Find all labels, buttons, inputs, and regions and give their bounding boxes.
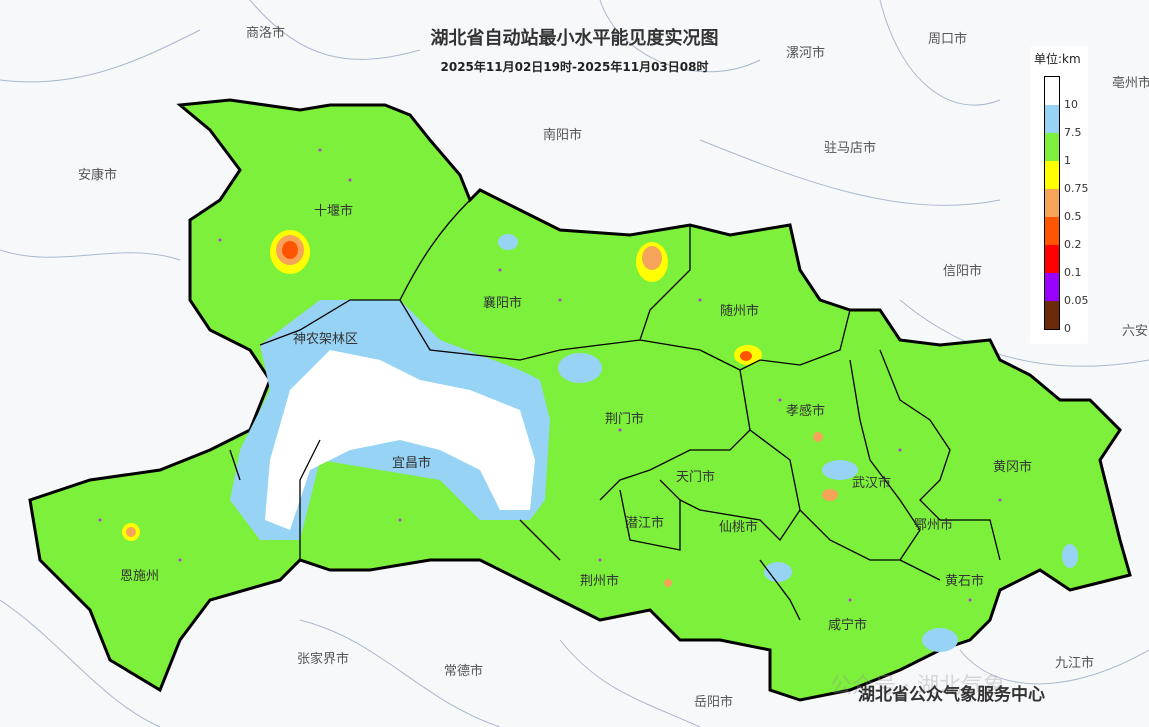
city-label: 安康市 bbox=[78, 168, 118, 183]
map-subtitle: 2025年11月02日19时-2025年11月03日08时 bbox=[440, 60, 709, 74]
city-label: 周口市 bbox=[928, 32, 968, 47]
city-label: 神农架林区 bbox=[293, 332, 359, 347]
legend-swatch bbox=[1045, 301, 1059, 329]
city-label: 武汉市 bbox=[852, 476, 892, 491]
city-label: 岳阳市 bbox=[694, 695, 734, 710]
city-label: 黄冈市 bbox=[993, 460, 1033, 475]
city-label: 九江市 bbox=[1055, 656, 1095, 671]
city-label: 黄石市 bbox=[945, 574, 985, 589]
city-label: 仙桃市 bbox=[719, 520, 759, 535]
low-visibility-spots bbox=[122, 230, 838, 587]
city-label: 天门市 bbox=[676, 470, 716, 485]
city-label: 亳州市 bbox=[1112, 76, 1149, 91]
city-label: 十堰市 bbox=[314, 204, 354, 219]
legend-swatch bbox=[1045, 245, 1059, 273]
city-label: 张家界市 bbox=[297, 652, 350, 667]
blue-spot bbox=[1062, 544, 1078, 568]
city-label: 宜昌市 bbox=[392, 456, 432, 471]
legend-tick: 0.1 bbox=[1064, 266, 1082, 279]
legend-tick: 0 bbox=[1064, 322, 1071, 335]
visibility-over-10-area bbox=[265, 350, 535, 530]
station-dots bbox=[98, 148, 1002, 602]
city-label: 常德市 bbox=[444, 664, 484, 679]
city-label: 荆门市 bbox=[605, 412, 645, 427]
legend-tick: 10 bbox=[1064, 98, 1078, 111]
city-label: 信阳市 bbox=[943, 264, 983, 279]
legend-swatch bbox=[1045, 77, 1059, 105]
city-label: 孝感市 bbox=[786, 404, 826, 419]
city-label: 商洛市 bbox=[246, 26, 286, 41]
legend-swatch bbox=[1045, 105, 1059, 133]
legend-colorbar bbox=[1044, 76, 1060, 330]
city-label: 六安 bbox=[1122, 324, 1149, 339]
map-title: 湖北省自动站最小水平能见度实况图 bbox=[430, 28, 719, 49]
city-label: 鄂州市 bbox=[914, 518, 954, 533]
legend-tick: 1 bbox=[1064, 154, 1071, 167]
legend-tick: 0.2 bbox=[1064, 238, 1082, 251]
city-label: 恩施州 bbox=[120, 569, 160, 584]
legend-tick: 0.5 bbox=[1064, 210, 1082, 223]
legend-swatch bbox=[1045, 133, 1059, 161]
city-label: 咸宁市 bbox=[828, 618, 868, 633]
blue-spot bbox=[764, 562, 792, 582]
blue-spot bbox=[498, 234, 518, 250]
watermark: 公众号 · 湖北气象 bbox=[830, 674, 1005, 699]
legend-swatch bbox=[1045, 217, 1059, 245]
blue-spot bbox=[822, 460, 858, 480]
blue-spot bbox=[558, 353, 602, 383]
legend-unit: 单位:km bbox=[1034, 52, 1081, 66]
legend-swatch bbox=[1045, 273, 1059, 301]
city-label: 潜江市 bbox=[625, 516, 665, 531]
city-label: 漯河市 bbox=[786, 46, 826, 61]
city-label: 南阳市 bbox=[543, 128, 583, 143]
legend-tick: 7.5 bbox=[1064, 126, 1082, 139]
city-label: 驻马店市 bbox=[824, 141, 877, 156]
blue-spot bbox=[922, 628, 958, 652]
footer-credit: 湖北省公众气象服务中心 bbox=[858, 685, 1045, 705]
legend-swatch bbox=[1045, 161, 1059, 189]
city-label: 随州市 bbox=[720, 304, 760, 319]
city-label: 襄阳市 bbox=[483, 296, 523, 311]
legend-tick: 0.05 bbox=[1064, 294, 1089, 307]
legend-tick: 0.75 bbox=[1064, 182, 1089, 195]
city-borders bbox=[229, 199, 1001, 621]
city-label: 荆州市 bbox=[580, 574, 620, 589]
legend-swatch bbox=[1045, 189, 1059, 217]
legend: 单位:km 10 7.5 1 0.75 0.5 0.2 0.1 0.05 0 bbox=[1030, 46, 1089, 344]
hubei-province bbox=[28, 98, 1132, 702]
